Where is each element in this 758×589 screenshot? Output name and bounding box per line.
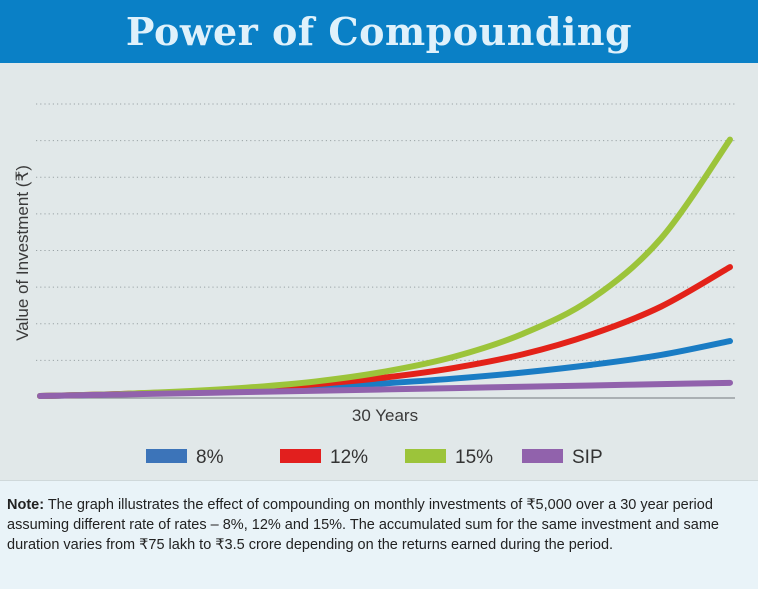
legend-label: 12% <box>330 447 368 468</box>
title-bar: Power of Compounding <box>0 0 758 63</box>
series-line-12pct <box>37 264 733 399</box>
x-axis-label: 30 Years <box>352 406 418 425</box>
gridlines <box>36 103 735 361</box>
note-text: The graph illustrates the effect of comp… <box>7 497 719 553</box>
legend-swatch <box>280 449 321 463</box>
legend-item: SIP <box>522 447 603 468</box>
chart-title: Power of Compounding <box>125 9 633 54</box>
note: Note: The graph illustrates the effect o… <box>7 495 747 555</box>
chart-svg: Value of Investment (₹) 30 Years 8% 12% 15… <box>13 103 735 468</box>
series-line-sip <box>37 379 733 399</box>
legend-item: 12% <box>280 447 368 468</box>
legend-swatch <box>405 449 446 463</box>
legend-label: 15% <box>455 447 493 468</box>
legend-item: 15% <box>405 447 493 468</box>
legend-swatch <box>522 449 563 463</box>
legend-swatch <box>146 449 187 463</box>
legend-label: SIP <box>572 447 603 468</box>
y-axis-label: Value of Investment (₹) <box>13 165 32 341</box>
series-lines <box>37 136 733 399</box>
legend-item: 8% <box>146 447 224 468</box>
chart-panel: Value of Investment (₹) 30 Years 8% 12% 15… <box>0 63 758 481</box>
legend-label: 8% <box>196 447 224 468</box>
note-label: Note: <box>7 497 45 513</box>
legend: 8% 12% 15% SIP <box>146 447 603 468</box>
